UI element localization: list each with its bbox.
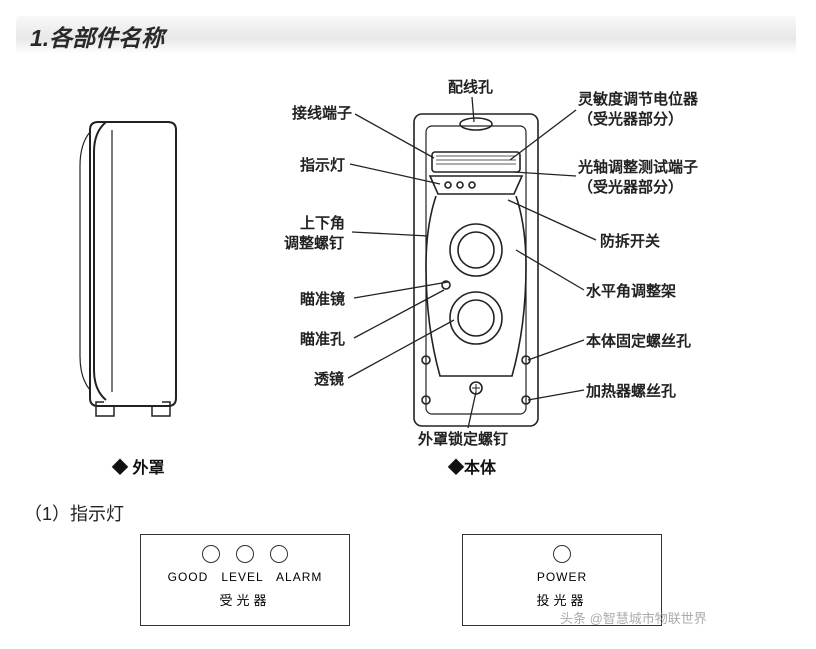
receiver-leds: [141, 545, 349, 568]
label-terminal: 接线端子: [292, 102, 352, 123]
label-sens-1: 灵敏度调节电位器: [578, 88, 698, 109]
label-vert-screw-1: 上下角: [300, 212, 345, 233]
label-aim-hole: 瞄准孔: [300, 328, 345, 349]
label-axis-2: （受光器部分）: [578, 176, 683, 197]
receiver-cn: 受光器: [141, 590, 349, 609]
label-axis-1: 光轴调整测试端子: [578, 156, 698, 177]
label-cover-lock: 外罩锁定螺钉: [418, 428, 508, 449]
receiver-panel: GOOD LEVEL ALARM 受光器: [140, 534, 350, 626]
subsection-title: （1）指示灯: [24, 500, 124, 526]
emitter-leds: [463, 545, 661, 568]
led-icon: [202, 545, 220, 563]
label-aim-mirror: 瞄准镜: [300, 288, 345, 309]
receiver-labels: GOOD LEVEL ALARM: [141, 570, 349, 584]
caption-body: ◆本体: [448, 454, 496, 478]
led-icon: [553, 545, 571, 563]
led-icon: [236, 545, 254, 563]
label-horiz: 水平角调整架: [586, 280, 676, 301]
led-label-level: LEVEL: [221, 570, 263, 584]
emitter-cn: 投光器: [463, 590, 661, 609]
caption-cover: ◆ 外罩: [112, 454, 164, 478]
emitter-label: POWER: [463, 570, 661, 584]
watermark: 头条 @智慧城市物联世界: [560, 608, 707, 627]
label-heater-screw: 加热器螺丝孔: [586, 380, 676, 401]
led-label-alarm: ALARM: [276, 570, 322, 584]
label-sens-2: （受光器部分）: [578, 108, 683, 129]
label-indicator: 指示灯: [300, 154, 345, 175]
leader-lines: [0, 0, 816, 470]
led-icon: [270, 545, 288, 563]
label-vert-screw-2: 调整螺钉: [284, 232, 344, 253]
led-label-good: GOOD: [168, 570, 209, 584]
label-body-screw: 本体固定螺丝孔: [586, 330, 691, 351]
label-wiring-hole: 配线孔: [448, 76, 493, 97]
label-lens: 透镜: [314, 368, 344, 389]
label-tamper: 防拆开关: [600, 230, 660, 251]
